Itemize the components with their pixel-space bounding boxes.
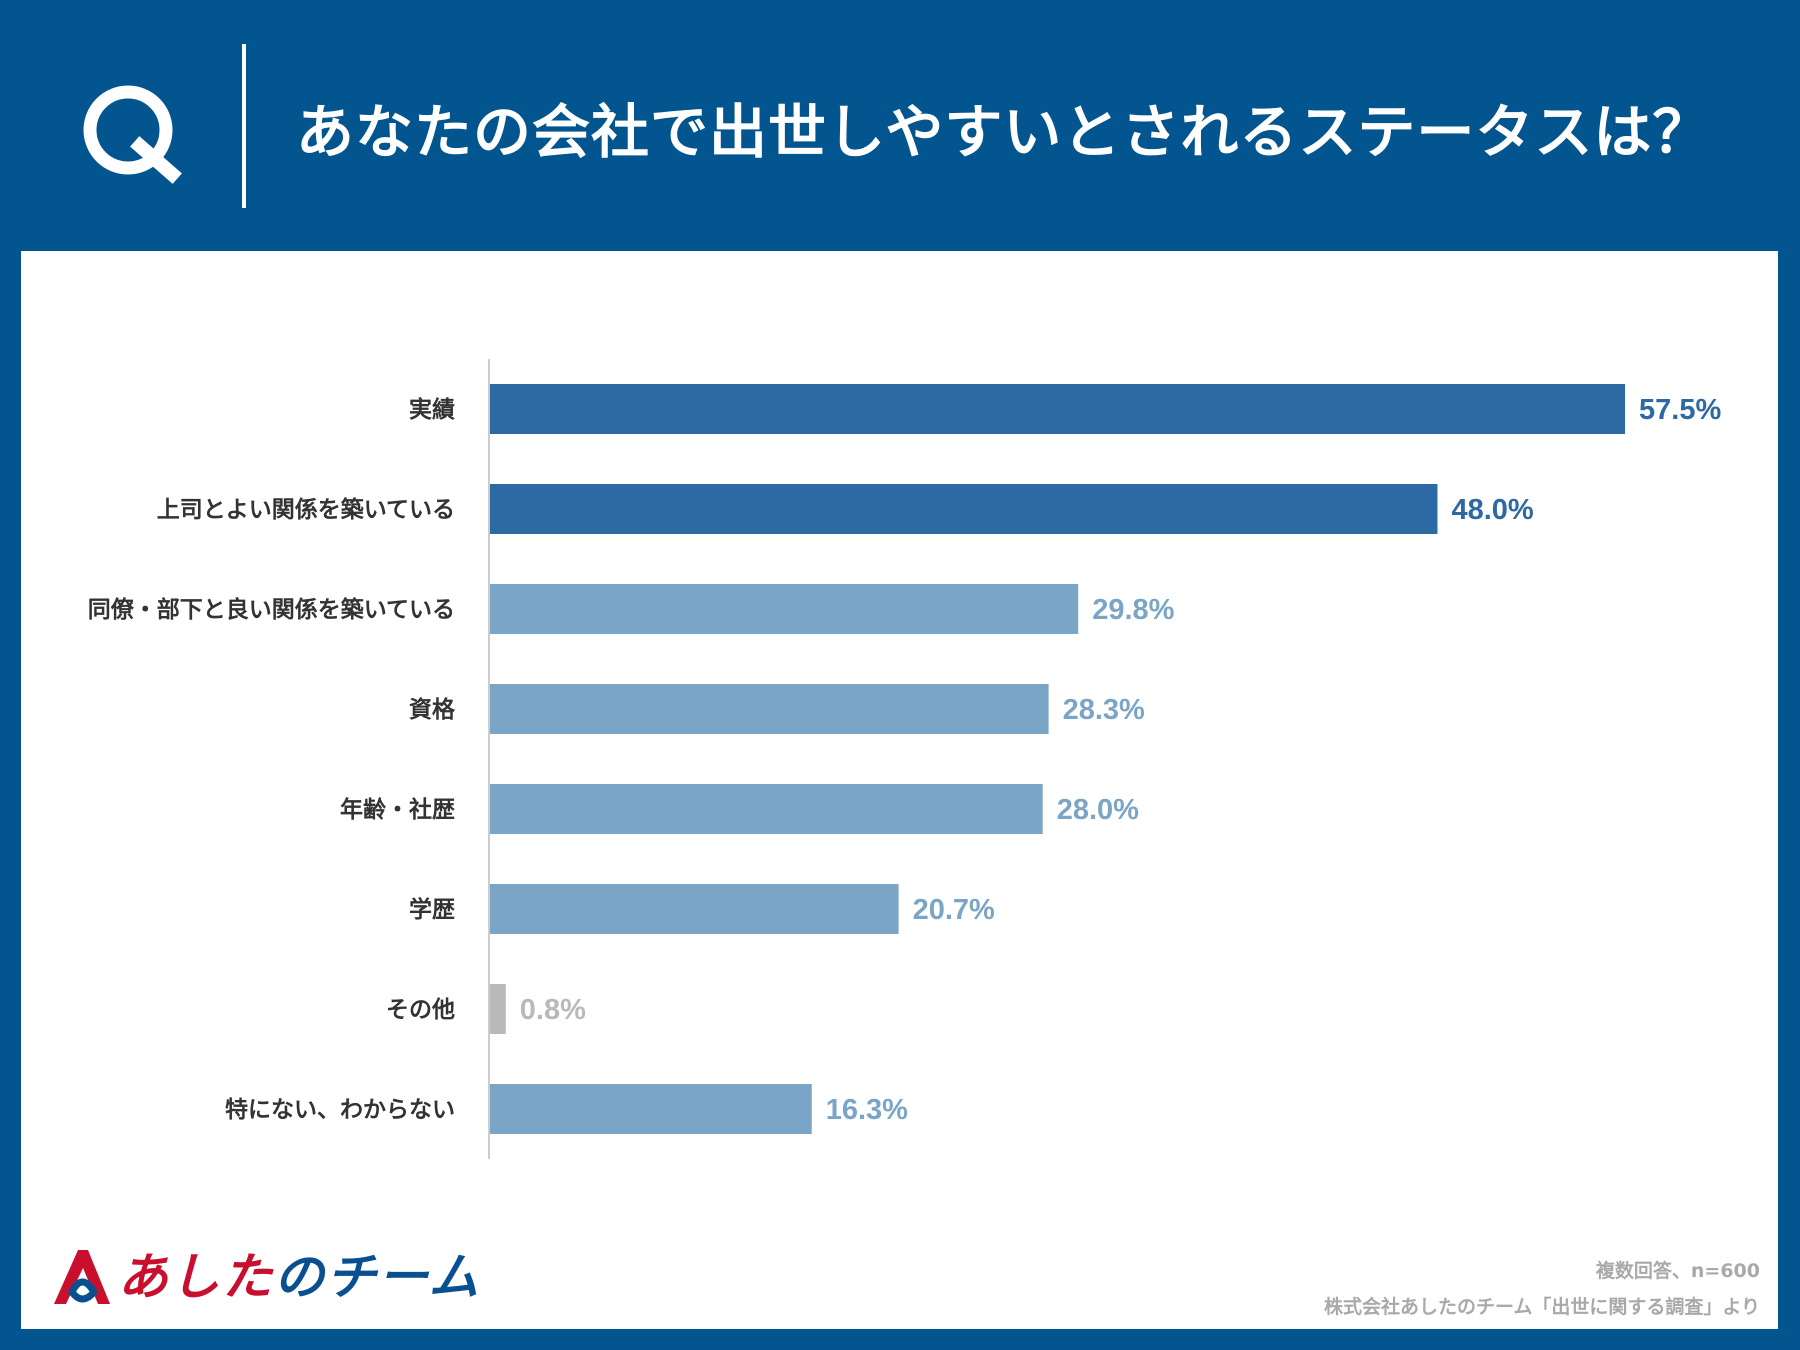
logo-text-a: あした [118, 1248, 274, 1306]
respondents-note: 複数回答、n=600 [1595, 1260, 1760, 1282]
category-label: 同僚・部下と良い関係を築いている [88, 596, 455, 623]
bar [490, 484, 1438, 534]
bar [490, 584, 1079, 634]
bar [490, 684, 1049, 734]
category-label: その他 [386, 997, 455, 1023]
category-label: 上司とよい関係を築いている [157, 496, 455, 523]
bar [490, 384, 1625, 434]
value-label: 0.8% [520, 994, 586, 1026]
category-label: 学歴 [409, 896, 455, 923]
header: Q あなたの会社で出世しやすいとされるステータスは？ [0, 0, 1800, 250]
category-label: 特にない、わからない [225, 1097, 455, 1123]
logo-text-b: のチーム [274, 1248, 481, 1306]
value-label: 29.8% [1092, 594, 1174, 626]
header-divider [242, 44, 246, 208]
value-label: 48.0% [1451, 494, 1533, 526]
page-title: あなたの会社で出世しやすいとされるステータスは？ [296, 98, 1712, 166]
source-note: 株式会社あしたのチーム「出世に関する調査」より [1323, 1296, 1760, 1318]
logo-text: あしたのチーム [118, 1244, 481, 1310]
value-label: 28.3% [1063, 694, 1145, 726]
category-label: 年齢・社歴 [340, 796, 455, 823]
bar [490, 984, 506, 1034]
bar [490, 1084, 812, 1134]
bar-chart: 実績 57.5% 上司とよい関係を築いている 48.0% 同僚・部下と良い関係を築いてい… [88, 359, 1721, 1159]
value-label: 16.3% [826, 1094, 908, 1126]
company-logo: あしたのチーム [48, 1242, 479, 1312]
bar [490, 784, 1043, 834]
value-label: 57.5% [1639, 394, 1721, 426]
q-icon: Q [83, 85, 182, 184]
value-label: 20.7% [913, 894, 995, 926]
bar [490, 884, 899, 934]
category-label: 実績 [409, 396, 455, 423]
chart-panel: 実績 57.5% 上司とよい関係を築いている 48.0% 同僚・部下と良い関係を築いてい… [21, 251, 1778, 1329]
logo-mark-icon [54, 1250, 110, 1304]
category-label: 資格 [409, 696, 456, 723]
value-label: 28.0% [1057, 794, 1139, 826]
